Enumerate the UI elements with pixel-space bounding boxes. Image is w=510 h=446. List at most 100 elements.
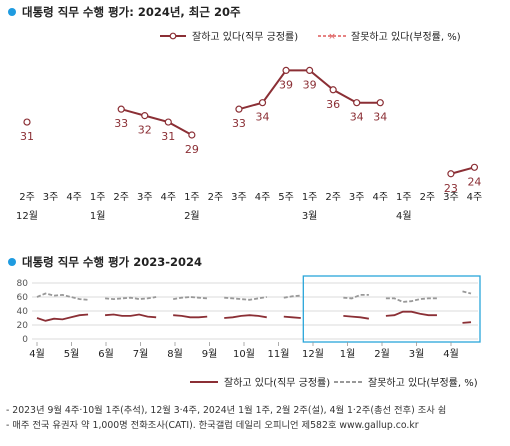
data-label-positive: 39 [303,78,317,91]
x-tick-label: 1월 [340,348,356,360]
data-label-positive: 24 [467,175,481,188]
series-line-negative [105,296,157,301]
data-marker-positive [23,118,31,126]
x-tick-label: 2주 [325,192,341,203]
legend-label-positive: 잘하고 있다(직무 긍정률) [224,376,330,389]
data-marker-positive [235,105,243,113]
x-tick-label: 6월 [98,348,114,360]
series-line-positive [283,315,301,319]
series-line-negative [385,297,437,303]
series-line-positive [173,314,208,319]
data-label-positive: 31 [161,130,175,143]
x-tick-label: 12월 [302,348,324,360]
y-tick-label: 60 [17,293,29,303]
x-tick-label: 3주 [137,192,153,203]
data-label-positive: 34 [350,111,364,124]
x-tick-label: 5주 [278,192,294,203]
x-tick-label: 1주 [184,192,200,203]
x-tick-label: 3월 [409,348,425,360]
x-tick-label: 7월 [133,348,149,360]
data-marker-positive [141,112,149,120]
x-tick-label: 2주 [420,192,436,203]
x-tick-label: 4주 [66,192,82,203]
data-label-positive: 33 [232,117,246,130]
x-tick-label: 5월 [64,348,80,360]
x-tick-label: 2주 [208,192,224,203]
bullet-dot-icon [8,8,16,16]
x-month-label: 12월 [16,210,38,222]
data-label-positive: 32 [138,124,152,137]
data-marker-positive [306,66,314,75]
data-label-positive: 33 [114,117,128,130]
series-line-positive [462,321,472,324]
data-label-positive: 34 [256,111,270,124]
data-marker-positive [258,99,267,107]
x-tick-label: 4주 [467,192,483,203]
x-tick-label: 4월 [29,348,45,360]
x-tick-label: 9월 [202,348,218,360]
series-line-positive [120,108,193,136]
series-line-negative [36,292,89,301]
y-tick-label: 0 [22,335,28,345]
x-tick-label: 3주 [43,192,59,203]
data-marker-positive [117,105,125,113]
x-tick-label: 2주 [113,192,129,203]
series-line-positive [36,313,89,322]
series-line-negative [462,290,472,295]
series-line-positive [450,166,475,175]
footnotes: - 2023년 9월 4주·10월 1주(추석), 12월 3·4주, 2024… [6,403,446,433]
x-tick-label: 4월 [443,348,459,360]
series-line-negative [224,296,267,301]
x-tick-label: 3주 [349,192,365,203]
x-tick-label: 1주 [90,192,106,203]
x-month-label: 1월 [90,210,106,222]
legend-marker-negative: × [328,32,336,42]
data-marker-positive [353,99,361,107]
x-tick-label: 3주 [231,192,247,203]
x-month-label: 3월 [302,210,318,222]
x-month-label: 2월 [184,210,200,222]
legend-label-negative: 잘못하고 있다(부정률, %) [368,376,478,389]
highlight-box [302,275,481,343]
data-label-positive: 31 [20,130,34,143]
y-tick-label: 80 [17,279,29,289]
top-line-chart: 잘하고 있다(직무 긍정률)×잘못하고 있다(부정률, %)×62×59×58×… [16,30,483,222]
x-tick-label: 4주 [161,192,177,203]
x-month-label: 4월 [396,210,412,222]
x-tick-label: 2월 [374,348,390,360]
bullet-dot-icon [8,258,16,266]
series-line-negative [343,293,369,300]
chart-title-top: 대통령 직무 수행 평가: 2024년, 최근 20주 [8,4,241,20]
series-line-negative [283,294,301,299]
series-line-positive [385,310,437,317]
data-marker-positive [164,118,172,126]
chart-title-bottom: 대통령 직무 수행 평가 2023-2024 [8,254,202,270]
data-label-positive: 29 [185,143,199,156]
series-line-positive [105,313,157,319]
legend-label-negative: 잘못하고 있다(부정률, %) [351,30,461,43]
data-marker-positive [470,163,479,171]
x-tick-label: 3주 [443,192,459,203]
series-line-positive [224,314,267,319]
x-tick-label: 11월 [268,348,290,360]
data-label-positive: 36 [326,98,340,111]
series-line-positive [343,315,370,320]
x-tick-label: 1주 [396,192,412,203]
data-marker-positive [282,66,290,75]
x-tick-label: 4주 [372,192,388,203]
x-tick-label: 2주 [19,192,35,203]
data-marker-positive [188,131,196,139]
legend-label-positive: 잘하고 있다(직무 긍정률) [192,30,298,43]
data-marker-positive [329,86,337,94]
data-label-positive: 39 [279,78,293,91]
data-label-positive: 34 [373,111,387,124]
y-tick-label: 40 [17,307,29,317]
x-tick-label: 1주 [302,192,318,203]
x-tick-label: 4주 [255,192,271,203]
x-tick-label: 10월 [233,348,255,360]
data-marker-positive [447,170,455,178]
footnote-line-2: - 매주 전국 유권자 약 1,000명 전화조사(CATI). 한국갤럽 데일… [6,420,419,431]
y-tick-label: 20 [17,321,29,331]
legend-marker-positive [169,32,177,40]
